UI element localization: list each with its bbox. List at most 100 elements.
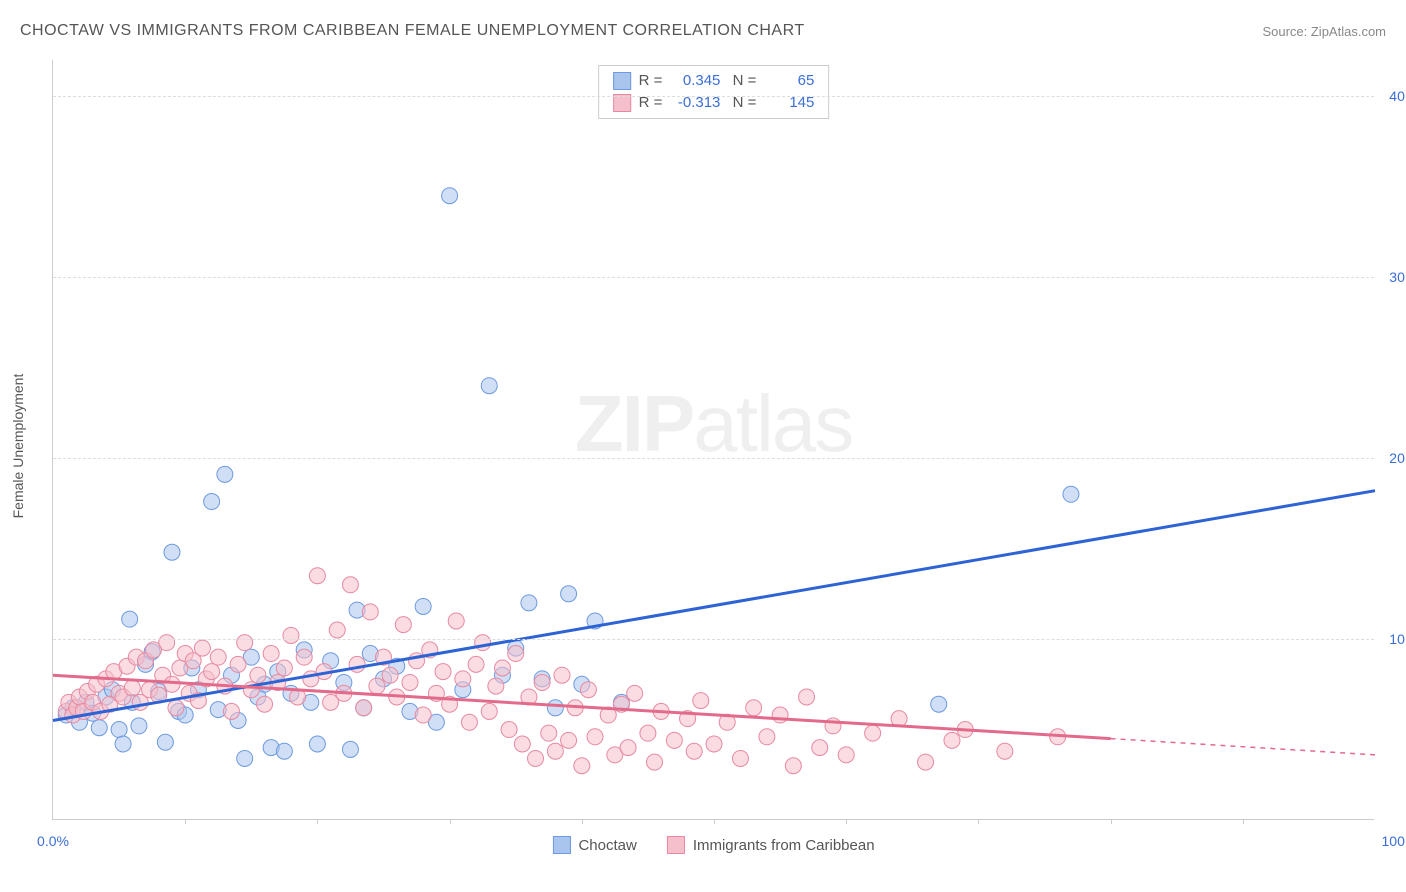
x-tick-label: 0.0% — [37, 833, 69, 849]
data-point — [382, 667, 398, 683]
data-point — [481, 378, 497, 394]
data-point — [468, 656, 484, 672]
header: CHOCTAW VS IMMIGRANTS FROM CARIBBEAN FEM… — [20, 22, 1386, 40]
y-tick-label: 40.0% — [1389, 88, 1406, 104]
data-point — [455, 671, 471, 687]
data-point — [693, 693, 709, 709]
data-point — [448, 613, 464, 629]
data-point — [799, 689, 815, 705]
data-point — [164, 544, 180, 560]
data-point — [481, 703, 497, 719]
x-minor-tick — [1243, 819, 1244, 824]
data-point — [435, 664, 451, 680]
data-point — [501, 722, 517, 738]
data-point — [944, 732, 960, 748]
data-point — [561, 732, 577, 748]
data-point — [508, 646, 524, 662]
data-point — [547, 700, 563, 716]
data-point — [111, 722, 127, 738]
data-point — [124, 680, 140, 696]
data-point — [342, 741, 358, 757]
legend-swatch-caribbean — [667, 836, 685, 854]
data-point — [223, 703, 239, 719]
data-point — [402, 674, 418, 690]
legend-bottom: Choctaw Immigrants from Caribbean — [552, 836, 874, 854]
data-point — [91, 720, 107, 736]
data-point — [620, 740, 636, 756]
data-point — [250, 667, 266, 683]
chart-title: CHOCTAW VS IMMIGRANTS FROM CARIBBEAN FEM… — [20, 22, 805, 40]
gridline — [53, 277, 1374, 278]
data-point — [204, 494, 220, 510]
x-minor-tick — [450, 819, 451, 824]
x-minor-tick — [1111, 819, 1112, 824]
data-point — [164, 676, 180, 692]
data-point — [356, 700, 372, 716]
data-point — [534, 674, 550, 690]
x-minor-tick — [185, 819, 186, 824]
gridline — [53, 96, 1374, 97]
y-axis-label: Female Unemployment — [10, 374, 26, 519]
data-point — [627, 685, 643, 701]
data-point — [309, 736, 325, 752]
data-point — [838, 747, 854, 763]
data-point — [415, 707, 431, 723]
data-point — [237, 635, 253, 651]
x-minor-tick — [846, 819, 847, 824]
legend-swatch-choctaw — [552, 836, 570, 854]
data-point — [647, 754, 663, 770]
data-point — [528, 750, 544, 766]
data-point — [369, 678, 385, 694]
data-point — [574, 758, 590, 774]
data-point — [342, 577, 358, 593]
data-point — [514, 736, 530, 752]
data-point — [488, 678, 504, 694]
data-point — [362, 604, 378, 620]
data-point — [812, 740, 828, 756]
data-point — [759, 729, 775, 745]
data-point — [686, 743, 702, 759]
y-tick-label: 30.0% — [1389, 269, 1406, 285]
data-point — [415, 598, 431, 614]
data-point — [666, 732, 682, 748]
data-point — [461, 714, 477, 730]
data-point — [217, 466, 233, 482]
legend-item-choctaw: Choctaw — [552, 836, 636, 854]
gridline — [53, 458, 1374, 459]
data-point — [931, 696, 947, 712]
data-point — [706, 736, 722, 752]
data-point — [561, 586, 577, 602]
data-point — [587, 729, 603, 745]
chart-plot-area: ZIPatlas R = 0.345 N = 65 R = -0.313 N =… — [52, 60, 1374, 820]
x-minor-tick — [582, 819, 583, 824]
data-point — [732, 750, 748, 766]
data-point — [997, 743, 1013, 759]
legend-item-caribbean: Immigrants from Caribbean — [667, 836, 875, 854]
data-point — [547, 743, 563, 759]
data-point — [296, 649, 312, 665]
data-point — [1063, 486, 1079, 502]
data-point — [640, 725, 656, 741]
data-point — [395, 617, 411, 633]
source-attribution: Source: ZipAtlas.com — [1262, 24, 1386, 39]
stats-legend-box: R = 0.345 N = 65 R = -0.313 N = 145 — [598, 65, 830, 119]
data-point — [194, 640, 210, 656]
data-point — [204, 664, 220, 680]
data-point — [521, 595, 537, 611]
data-point — [159, 635, 175, 651]
data-point — [772, 707, 788, 723]
x-minor-tick — [714, 819, 715, 824]
data-point — [554, 667, 570, 683]
data-point — [865, 725, 881, 741]
y-tick-label: 20.0% — [1389, 450, 1406, 466]
data-point — [157, 734, 173, 750]
data-point — [918, 754, 934, 770]
data-point — [785, 758, 801, 774]
scatter-svg — [53, 60, 1374, 819]
data-point — [257, 696, 273, 712]
data-point — [115, 736, 131, 752]
x-minor-tick — [978, 819, 979, 824]
data-point — [131, 718, 147, 734]
x-minor-tick — [317, 819, 318, 824]
stats-row-choctaw: R = 0.345 N = 65 — [613, 70, 815, 92]
